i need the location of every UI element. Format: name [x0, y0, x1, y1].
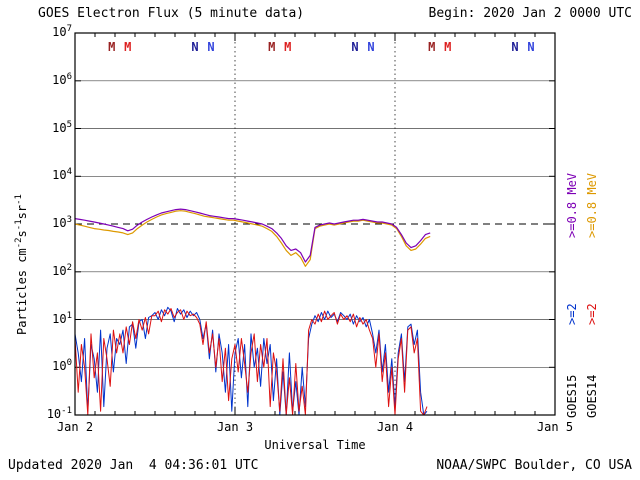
noon-marker: N	[527, 40, 534, 54]
midnight-marker: M	[268, 40, 275, 54]
legend-goes15-e08-text: >=0.8 MeV	[565, 172, 579, 238]
trace-goes15-e08	[74, 208, 431, 263]
legend-goes15-name-text: GOES15	[565, 374, 579, 418]
midnight-marker: M	[428, 40, 435, 54]
legend-goes14-name: GOES14	[585, 375, 599, 418]
midnight-marker: M	[124, 40, 131, 54]
legend-goes14-e2-text: >=2	[585, 303, 599, 325]
legend-goes15-e08: >=0.8 MeV	[565, 173, 579, 238]
legend-goes15-e2: >=2	[565, 303, 579, 325]
noon-marker: N	[207, 40, 214, 54]
legend-goes15-name: GOES15	[565, 375, 579, 418]
midnight-marker: M	[444, 40, 451, 54]
midnight-marker: M	[284, 40, 291, 54]
chart-title: GOES Electron Flux (5 minute data)	[38, 6, 305, 21]
trace-goes14-e08	[74, 210, 431, 267]
legend-goes14-e08: >=0.8 MeV	[585, 173, 599, 238]
begin-timestamp: Begin: 2020 Jan 2 0000 UTC	[428, 6, 633, 21]
source-credit: NOAA/SWPC Boulder, CO USA	[436, 458, 632, 473]
updated-timestamp: Updated 2020 Jan 4 04:36:01 UTC	[8, 458, 259, 473]
y-axis-label: Particles cm-2s-1sr-1	[14, 194, 29, 335]
midnight-marker: M	[108, 40, 115, 54]
noon-marker: N	[367, 40, 374, 54]
plot-frame	[74, 32, 556, 416]
legend-goes14-name-text: GOES14	[585, 374, 599, 418]
x-axis-label: Universal Time	[264, 438, 366, 452]
noon-marker: N	[351, 40, 358, 54]
noon-marker: N	[511, 40, 518, 54]
legend-goes14-e2: >=2	[585, 303, 599, 325]
noon-marker: N	[191, 40, 198, 54]
trace-goes14-e2	[74, 308, 428, 416]
legend-goes15-e2-text: >=2	[565, 303, 579, 325]
legend-goes14-e08-text: >=0.8 MeV	[585, 172, 599, 238]
trace-goes15-e2	[74, 306, 428, 416]
